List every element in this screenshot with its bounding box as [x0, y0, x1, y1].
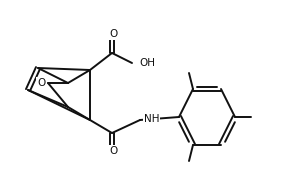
Text: O: O [109, 29, 117, 39]
Text: O: O [109, 146, 117, 156]
Text: OH: OH [139, 58, 155, 68]
Text: NH: NH [144, 114, 160, 124]
Text: O: O [37, 78, 45, 88]
